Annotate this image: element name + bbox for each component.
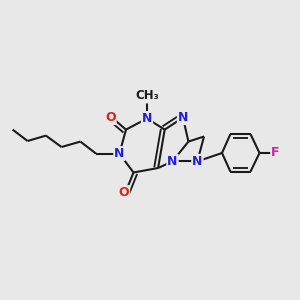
Text: CH₃: CH₃ <box>135 89 159 103</box>
Text: F: F <box>271 146 280 160</box>
Text: N: N <box>114 147 124 160</box>
Text: N: N <box>178 111 188 124</box>
Text: N: N <box>192 155 203 168</box>
Text: O: O <box>105 111 116 124</box>
Text: N: N <box>167 155 178 168</box>
Text: N: N <box>142 112 152 125</box>
Text: O: O <box>118 186 129 199</box>
